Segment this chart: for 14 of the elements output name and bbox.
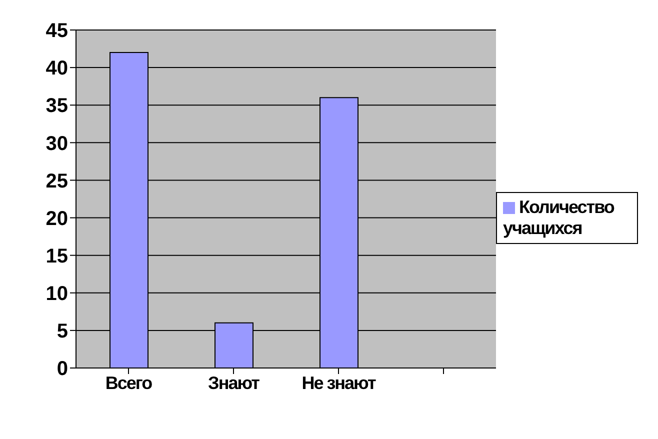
y-tick-label: 40 (46, 58, 68, 80)
y-tick-label: 35 (46, 95, 68, 118)
x-tick-label: Знают (208, 372, 260, 393)
y-tick-label: 0 (56, 358, 68, 380)
y-tick-label: 10 (46, 282, 68, 305)
y-tick-label: 30 (46, 132, 68, 155)
y-tick-label: 45 (46, 20, 68, 42)
y-tick-label: 20 (46, 208, 68, 230)
y-tick-label: 25 (46, 170, 68, 192)
x-tick-label: Не знают (302, 372, 376, 393)
y-tick-label: 5 (56, 320, 68, 343)
x-tick-label: Всего (105, 372, 153, 393)
legend-label: Количество учащихся (503, 197, 614, 238)
y-tick-label: 15 (46, 245, 68, 268)
